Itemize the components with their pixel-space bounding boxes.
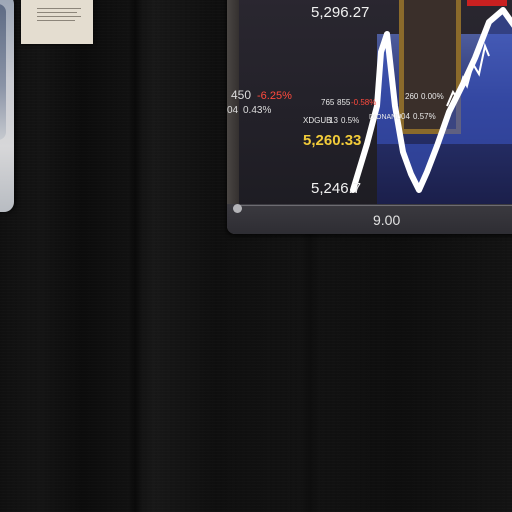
note-line	[37, 8, 81, 9]
ticker-mid-sub-change: 0.5%	[341, 116, 360, 125]
ticker-left-sub-code: 04	[227, 105, 239, 116]
chart-line	[350, 7, 512, 193]
price-low: 5,246.7	[311, 180, 362, 197]
chart-line-jitter	[446, 42, 490, 107]
ticker-right-change: 0.00%	[421, 92, 444, 101]
left-photo-card	[0, 0, 14, 212]
ticker-mid-sub-value: 13	[329, 116, 338, 125]
axis-label: 9.00	[373, 212, 401, 228]
ticker-mid-sub-code: XDGUB	[303, 116, 332, 125]
price-top: 5,296.27	[311, 4, 370, 21]
red-banner	[467, 0, 507, 6]
ticker-right-code: DIONANU	[369, 114, 402, 121]
photo-bottom-strip	[227, 204, 512, 234]
photo-edge	[227, 0, 239, 234]
note-line	[37, 20, 75, 21]
ticker-mid-code: 765	[321, 98, 335, 107]
fabric-fold	[128, 0, 142, 512]
stock-chart	[350, 7, 512, 193]
ticker-mid-value: 855	[337, 98, 351, 107]
ticker-mid-change: -0.58%	[351, 98, 377, 107]
ticker-left-change: -6.25%	[257, 90, 292, 102]
ticker-right-value: 260	[405, 92, 419, 101]
ticker-left-sub-change: 0.43%	[243, 105, 272, 116]
paper-note	[21, 0, 93, 44]
price-highlight: 5,260.33	[303, 132, 362, 149]
ticker-right-sub-value: 04	[401, 112, 410, 121]
axis-rule	[239, 205, 512, 206]
market-photo: 5,296.27 450 -6.25% 04 0.43% 765 855 -0.…	[227, 0, 512, 234]
left-photo-card-image	[0, 4, 6, 140]
ticker-left-value: 450	[231, 88, 252, 102]
pin-icon	[233, 204, 242, 213]
note-line	[37, 12, 77, 13]
note-line	[37, 16, 81, 17]
ticker-right-sub-change: 0.57%	[413, 112, 436, 121]
